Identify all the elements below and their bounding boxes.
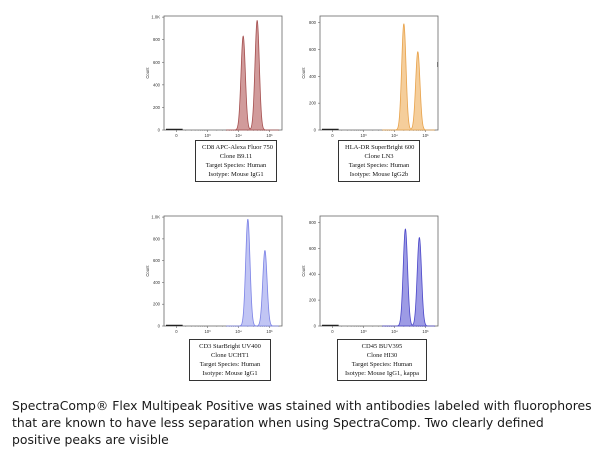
legend-cd3-line-3: Target Species: Human (199, 361, 261, 368)
y-tick-label: 0 (158, 324, 161, 329)
histogram-cd45: 0 200 400 600 800 Count 0 10³ 10⁴ 10⁵ (301, 215, 439, 334)
x-tick-label: 10⁵ (422, 133, 429, 138)
legend-cd8-line-4: Isotype: Mouse IgG1 (208, 171, 264, 178)
legend-cd8-line-2: Clone B9.11 (219, 153, 253, 160)
histogram-panel-cd3: 0 200 400 600 800 1.0K Count 0 10³ 10⁴ 10⁵ (138, 212, 288, 337)
plot-frame (163, 215, 283, 327)
x-tick-label: 10⁴ (235, 329, 242, 334)
legend-cd3-line-2: Clone UCHT1 (210, 352, 250, 359)
x-tick-label: 10³ (204, 329, 211, 334)
histogram-peaks (382, 228, 435, 327)
legend-hla-dr-line-2: Clone LN3 (364, 153, 394, 160)
y-tick-label: 800 (309, 220, 317, 225)
y-tick-label: 600 (309, 246, 317, 251)
legend-cd45-line-4: Isotype: Mouse IgG1, kappa (344, 370, 419, 377)
y-axis-label: Count (145, 67, 150, 79)
edge-tick-mark (437, 62, 438, 67)
histogram-cd8: 0 200 400 600 800 1.0K Count 0 10³ 10⁴ 10⁵ (145, 15, 283, 138)
legend-hla-dr-line-3: Target Species: Human (348, 162, 410, 169)
y-tick-label: 1.0K (151, 215, 160, 220)
x-tick-label: 10⁴ (391, 133, 398, 138)
plot-frame (319, 215, 439, 327)
y-tick-label: 800 (153, 37, 161, 42)
histogram-peaks (226, 218, 279, 327)
legend-cd45-line-1: CD45 BUV395 (361, 343, 403, 350)
legend-hla-dr-line-1: HLA-DR SuperBright 600 (345, 144, 415, 151)
legend-cd8: CD8 APC-Alexa Fluor 750 Clone B9.11 Targ… (195, 140, 277, 182)
y-tick-label: 400 (309, 74, 317, 79)
y-axis-label: Count (301, 67, 306, 79)
x-tick-label: 10⁴ (391, 329, 398, 334)
x-tick-label: 10⁴ (235, 133, 242, 138)
x-tick-label: 0 (175, 329, 178, 334)
x-tick-label: 0 (331, 329, 334, 334)
histogram-peaks (382, 23, 435, 131)
y-tick-label: 800 (153, 236, 161, 241)
figure-caption: SpectraComp® Flex Multipeak Positive was… (12, 398, 592, 447)
y-tick-label: 400 (153, 280, 161, 285)
plot-frame (163, 15, 283, 131)
legend-cd8-line-1: CD8 APC-Alexa Fluor 750 (202, 144, 273, 151)
legend-cd45-line-3: Target Species: Human (351, 361, 413, 368)
y-axis-label: Count (301, 265, 306, 277)
legend-cd45-line-2: Clone HI30 (366, 352, 398, 359)
y-tick-label: 200 (153, 302, 161, 307)
y-tick-label: 200 (309, 101, 317, 106)
y-tick-label: 600 (309, 47, 317, 52)
y-tick-label: 0 (158, 128, 161, 133)
y-tick-label: 400 (309, 272, 317, 277)
histogram-panel-cd45: 0 200 400 600 800 Count 0 10³ 10⁴ 10⁵ (296, 212, 446, 337)
legend-hla-dr-line-4: Isotype: Mouse IgG2b (349, 171, 409, 178)
y-tick-label: 0 (314, 128, 317, 133)
x-tick-label: 10⁵ (266, 133, 273, 138)
plot-frame (319, 15, 439, 131)
legend-cd3-line-4: Isotype: Mouse IgG1 (202, 370, 258, 377)
y-tick-label: 200 (153, 105, 161, 110)
histogram-panel-hla-dr: 0 200 400 600 800 Count 0 10³ 10⁴ 10⁵ (296, 12, 446, 142)
legend-cd45: CD45 BUV395 Clone HI30 Target Species: H… (337, 339, 427, 381)
legend-hla-dr: HLA-DR SuperBright 600 Clone LN3 Target … (338, 140, 420, 182)
x-tick-label: 0 (175, 133, 178, 138)
y-tick-label: 600 (153, 258, 161, 263)
histogram-cd3: 0 200 400 600 800 1.0K Count 0 10³ 10⁴ 10⁵ (145, 215, 283, 334)
x-tick-label: 10³ (360, 329, 367, 334)
legend-cd8-line-3: Target Species: Human (205, 162, 267, 169)
x-tick-label: 10³ (360, 133, 367, 138)
y-axis-label: Count (145, 265, 150, 277)
y-tick-label: 0 (314, 324, 317, 329)
x-tick-label: 10³ (204, 133, 211, 138)
histogram-panel-cd8: 0 200 400 600 800 1.0K Count 0 10³ 10⁴ 10⁵ (140, 12, 290, 142)
x-tick-label: 10⁵ (266, 329, 273, 334)
legend-cd3: CD3 StarBright UV400 Clone UCHT1 Target … (189, 339, 271, 381)
y-tick-label: 400 (153, 82, 161, 87)
histogram-peaks (226, 20, 279, 131)
y-tick-label: 1.0K (151, 15, 160, 20)
x-tick-label: 10⁵ (422, 329, 429, 334)
y-tick-label: 600 (153, 60, 161, 65)
histogram-hla-dr: 0 200 400 600 800 Count 0 10³ 10⁴ 10⁵ (301, 15, 439, 138)
y-tick-label: 200 (309, 298, 317, 303)
x-tick-label: 0 (331, 133, 334, 138)
legend-cd3-line-1: CD3 StarBright UV400 (199, 343, 261, 350)
y-tick-label: 800 (309, 20, 317, 25)
